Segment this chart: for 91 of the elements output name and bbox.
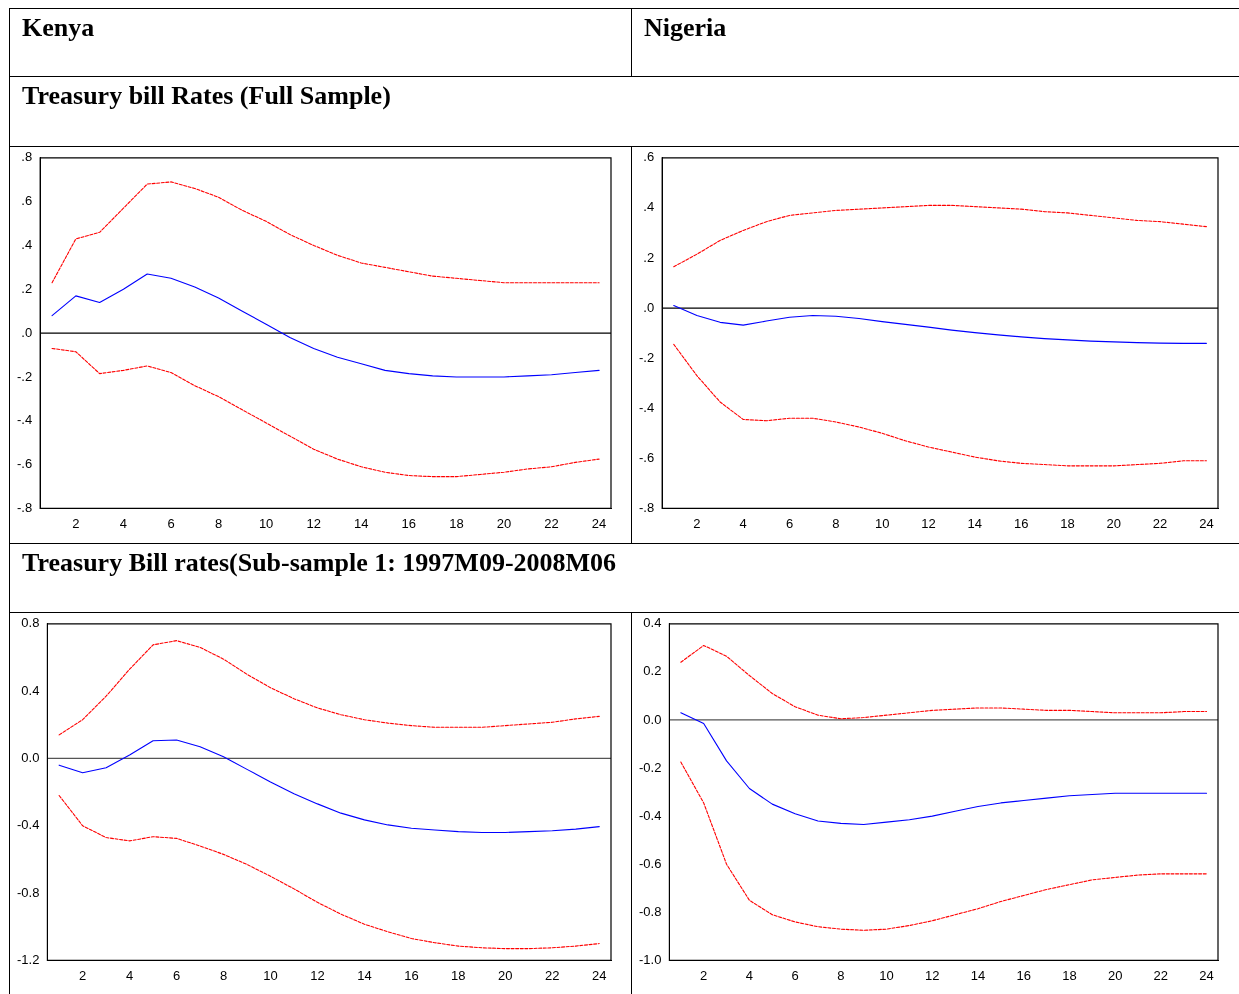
x-tick-label: 18 <box>1062 967 1077 983</box>
y-tick-label: -0.4 <box>638 807 662 823</box>
x-tick-label: 24 <box>1199 515 1214 531</box>
y-tick-label: 0.4 <box>21 682 40 698</box>
y-tick-label: .0 <box>643 299 655 315</box>
x-tick-label: 8 <box>837 967 845 983</box>
line-series <box>51 181 600 284</box>
y-tick-label: -1.2 <box>16 951 40 967</box>
x-tick-label: 24 <box>591 515 607 531</box>
line-series <box>58 794 600 950</box>
x-tick-label: 2 <box>79 967 87 983</box>
x-tick-label: 16 <box>401 515 417 531</box>
x-tick-label: 10 <box>874 515 890 531</box>
x-tick-label: 10 <box>258 515 274 531</box>
x-tick-label: 22 <box>1152 515 1168 531</box>
x-tick-label: 6 <box>167 515 175 531</box>
x-tick-label: 10 <box>879 967 894 983</box>
y-tick-label: 0.0 <box>21 750 40 766</box>
chart-subtitle: Treasury bill Rates (Full Sample) <box>9 76 1239 147</box>
x-tick-label: 24 <box>592 967 607 983</box>
y-tick-label: -.8 <box>17 499 33 515</box>
line-series <box>58 640 600 736</box>
x-tick-label: 6 <box>172 967 181 983</box>
y-tick-label: -.2 <box>17 368 33 384</box>
x-tick-label: 8 <box>214 515 223 531</box>
x-tick-label: 16 <box>1013 515 1029 531</box>
y-tick-label: -1.0 <box>638 951 662 967</box>
x-tick-label: 8 <box>219 967 228 983</box>
x-tick-label: 14 <box>970 967 986 983</box>
x-tick-label: 20 <box>1107 967 1123 983</box>
y-tick-label: -0.8 <box>638 903 662 919</box>
y-tick-label: .0 <box>21 324 33 340</box>
y-tick-label: -.6 <box>639 449 655 465</box>
x-tick-label: 14 <box>357 967 372 983</box>
line-series <box>51 347 600 478</box>
y-tick-label: .6 <box>643 149 655 165</box>
x-tick-label: 4 <box>125 967 134 983</box>
x-tick-label: 4 <box>119 515 128 531</box>
x-tick-label: 22 <box>1153 967 1169 983</box>
line-series <box>680 644 1208 720</box>
x-tick-label: 14 <box>354 515 369 531</box>
y-tick-label: -.2 <box>639 349 655 365</box>
line-series <box>673 343 1207 467</box>
y-tick-label: -0.2 <box>638 759 662 775</box>
y-tick-label: 0.2 <box>643 663 662 679</box>
x-tick-label: 20 <box>496 515 512 531</box>
x-tick-label: 12 <box>921 515 936 531</box>
chart-title: Nigeria <box>631 8 1239 77</box>
chart-title: Kenya <box>9 8 632 77</box>
y-tick-label: .4 <box>21 237 33 253</box>
x-tick-label: 16 <box>404 967 419 983</box>
y-tick-label: .4 <box>643 199 655 215</box>
x-tick-label: 6 <box>791 967 799 983</box>
x-tick-label: 22 <box>544 515 559 531</box>
x-tick-label: 24 <box>1199 967 1214 983</box>
x-tick-label: 18 <box>451 967 466 983</box>
x-tick-label: 12 <box>306 515 321 531</box>
x-tick-label: 4 <box>745 967 754 983</box>
x-tick-label: 20 <box>498 967 513 983</box>
x-tick-label: 10 <box>263 967 278 983</box>
y-tick-label: 0.0 <box>643 711 662 727</box>
y-tick-label: .6 <box>21 193 33 209</box>
y-tick-label: -.6 <box>17 456 33 472</box>
x-tick-label: 22 <box>545 967 560 983</box>
x-tick-label: 2 <box>72 515 80 531</box>
y-tick-label: .2 <box>21 280 33 296</box>
y-tick-label: -0.8 <box>16 884 40 900</box>
x-tick-label: 18 <box>449 515 464 531</box>
y-tick-label: -.8 <box>639 499 655 515</box>
x-tick-label: 18 <box>1060 515 1075 531</box>
x-tick-label: 8 <box>832 515 840 531</box>
x-tick-label: 14 <box>967 515 983 531</box>
x-tick-label: 20 <box>1106 515 1122 531</box>
y-tick-label: -.4 <box>639 399 655 415</box>
x-tick-label: 2 <box>693 515 701 531</box>
y-tick-label: -.4 <box>17 412 33 428</box>
x-tick-label: 12 <box>310 967 325 983</box>
x-tick-label: 4 <box>739 515 747 531</box>
chart-subtitle: Treasury Bill rates(Sub-sample 1: 1997M09-2008M06 <box>9 543 1239 613</box>
x-tick-label: 6 <box>785 515 794 531</box>
y-tick-label: -0.4 <box>16 817 40 833</box>
y-tick-label: .8 <box>21 149 33 165</box>
y-tick-label: 0.8 <box>21 615 40 631</box>
x-tick-label: 16 <box>1016 967 1031 983</box>
y-tick-label: .2 <box>643 249 655 265</box>
y-tick-label: -0.6 <box>638 855 662 871</box>
line-series <box>673 204 1207 268</box>
x-tick-label: 2 <box>700 967 708 983</box>
y-tick-label: 0.4 <box>643 615 662 631</box>
line-series <box>680 761 1208 931</box>
x-tick-label: 12 <box>925 967 940 983</box>
